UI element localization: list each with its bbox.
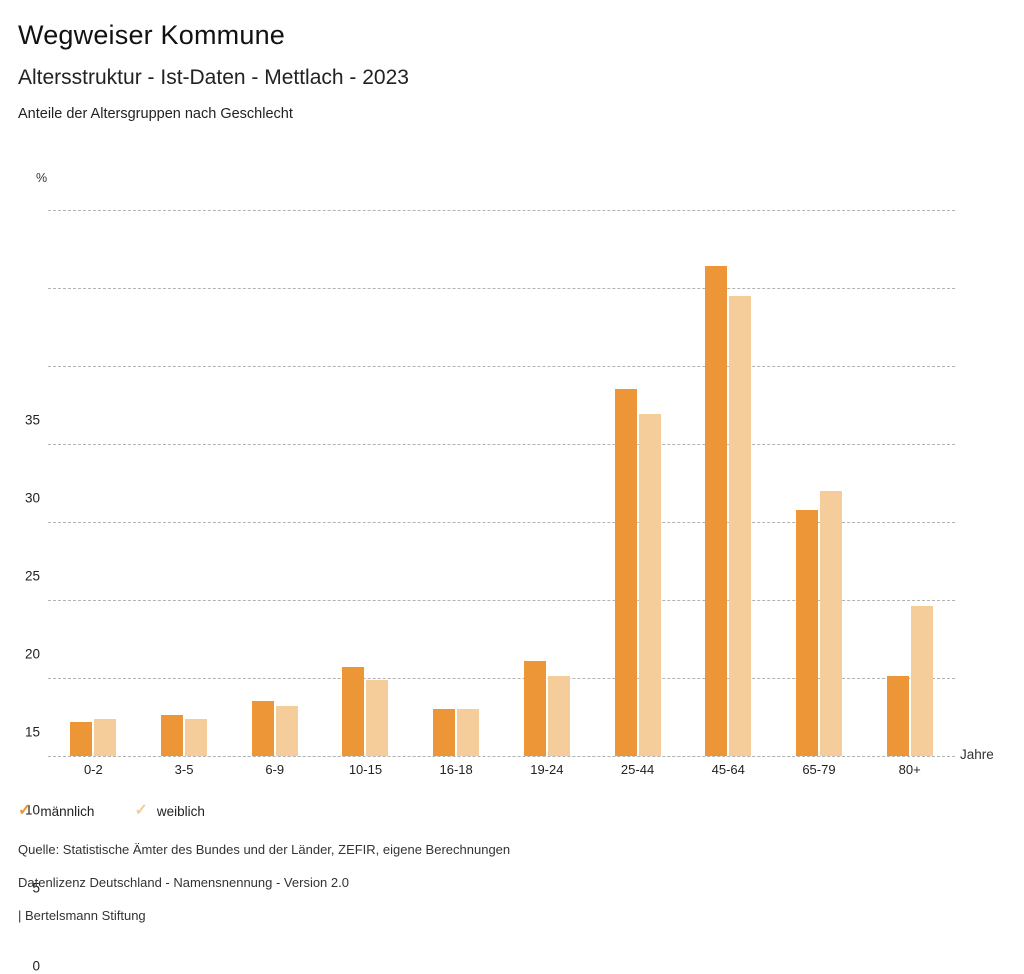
bar-maennlich[interactable] <box>614 389 637 756</box>
bar-weiblich[interactable] <box>275 706 298 756</box>
y-axis-ticks: 0 5 10 15 20 25 30 35 <box>0 210 40 974</box>
bar-group <box>886 210 933 756</box>
x-axis-tick-label: 16-18 <box>439 762 473 777</box>
bar-weiblich[interactable] <box>366 679 389 756</box>
bar-series-area <box>48 210 955 756</box>
bar-group <box>433 210 480 756</box>
x-axis-ticks: 0-2 3-5 6-9 10-15 16-18 19-24 25-44 45-64 65-79 8… <box>48 762 955 784</box>
legend-item-maennlich[interactable]: ✓ männlich <box>18 803 94 819</box>
bar-weiblich[interactable] <box>910 606 933 756</box>
y-axis-tick-label: 20 <box>24 646 40 662</box>
gridline <box>48 522 955 523</box>
bar-maennlich[interactable] <box>342 667 365 756</box>
bar-group <box>70 210 117 756</box>
footer-line-1: Datenlizenz Deutschland - Namensnennung … <box>18 875 349 890</box>
x-axis-tick-label: 25-44 <box>620 762 655 777</box>
bar-weiblich[interactable] <box>638 414 661 756</box>
y-axis-tick-label: 35 <box>24 412 40 428</box>
y-axis-tick-label: 5 <box>32 880 40 896</box>
bar-weiblich[interactable] <box>94 718 117 756</box>
page-title: Wegweiser Kommune <box>18 20 286 50</box>
y-axis-tick-label: 30 <box>24 490 40 506</box>
check-icon: ✓ <box>18 802 32 819</box>
bar-group <box>523 210 570 756</box>
gridline <box>48 678 955 679</box>
bar-chart: % Jahre 0 5 10 15 20 25 30 35 0-2 3-5 6-9 10-15 16-… <box>0 171 994 974</box>
chart-page: Wegweiser Kommune Altersstruktur - Ist-D… <box>0 20 994 974</box>
gridline <box>48 366 955 367</box>
legend-item-weiblich[interactable]: ✓ weiblich <box>134 803 204 819</box>
gridline <box>48 600 955 601</box>
x-axis-unit-label: Jahre <box>960 747 994 762</box>
y-axis-tick-label: 25 <box>24 568 40 584</box>
bar-maennlich[interactable] <box>795 509 818 756</box>
check-icon: ✓ <box>134 802 148 819</box>
gridline <box>48 288 955 289</box>
bar-maennlich[interactable] <box>70 721 93 756</box>
footer-notes: Quelle: Statistische Ämter des Bundes un… <box>18 842 918 941</box>
bar-maennlich[interactable] <box>251 701 274 756</box>
y-axis-tick-label: 10 <box>24 802 40 818</box>
bar-group <box>342 210 389 756</box>
bar-weiblich[interactable] <box>729 295 752 756</box>
bar-group <box>705 210 752 756</box>
footer-line-0: Quelle: Statistische Ämter des Bundes un… <box>18 842 511 857</box>
gridline <box>48 210 955 211</box>
x-axis-tick-label: 19-24 <box>530 762 564 777</box>
y-axis-tick-label: 15 <box>24 724 40 740</box>
bar-maennlich[interactable] <box>161 715 184 756</box>
bar-group <box>614 210 661 756</box>
page-subtitle: Altersstruktur - Ist-Daten - Mettlach - … <box>18 66 409 89</box>
bar-weiblich[interactable] <box>819 490 842 756</box>
bar-maennlich[interactable] <box>433 709 456 756</box>
gridline <box>48 444 955 445</box>
x-axis-tick-label: 0-2 <box>83 762 103 777</box>
bar-weiblich[interactable] <box>547 676 570 756</box>
bar-group <box>161 210 208 756</box>
legend-label: männlich <box>40 803 95 819</box>
bar-weiblich[interactable] <box>185 718 208 756</box>
y-axis-unit-label: % <box>36 171 48 185</box>
x-axis-tick-label: 80+ <box>898 762 921 777</box>
y-axis-tick-label: 0 <box>32 958 40 974</box>
x-axis-tick-label: 65-79 <box>802 762 836 777</box>
bar-weiblich[interactable] <box>457 709 480 756</box>
footer-line-2: | Bertelsmann Stiftung <box>18 908 146 923</box>
bar-maennlich[interactable] <box>886 676 909 756</box>
bar-maennlich[interactable] <box>705 266 728 756</box>
bar-maennlich[interactable] <box>523 660 546 756</box>
page-subsubtitle: Anteile der Altersgruppen nach Geschlech… <box>18 106 293 122</box>
bar-group <box>795 210 842 756</box>
x-axis-tick-label: 10-15 <box>348 762 383 777</box>
x-axis-tick-label: 45-64 <box>711 762 745 777</box>
legend-label: weiblich <box>156 803 205 819</box>
chart-legend: ✓ männlich ✓ weiblich <box>18 803 205 819</box>
x-axis-tick-label: 6-9 <box>265 762 285 777</box>
x-axis-line <box>48 756 955 757</box>
x-axis-tick-label: 3-5 <box>174 762 194 777</box>
bar-group <box>251 210 298 756</box>
